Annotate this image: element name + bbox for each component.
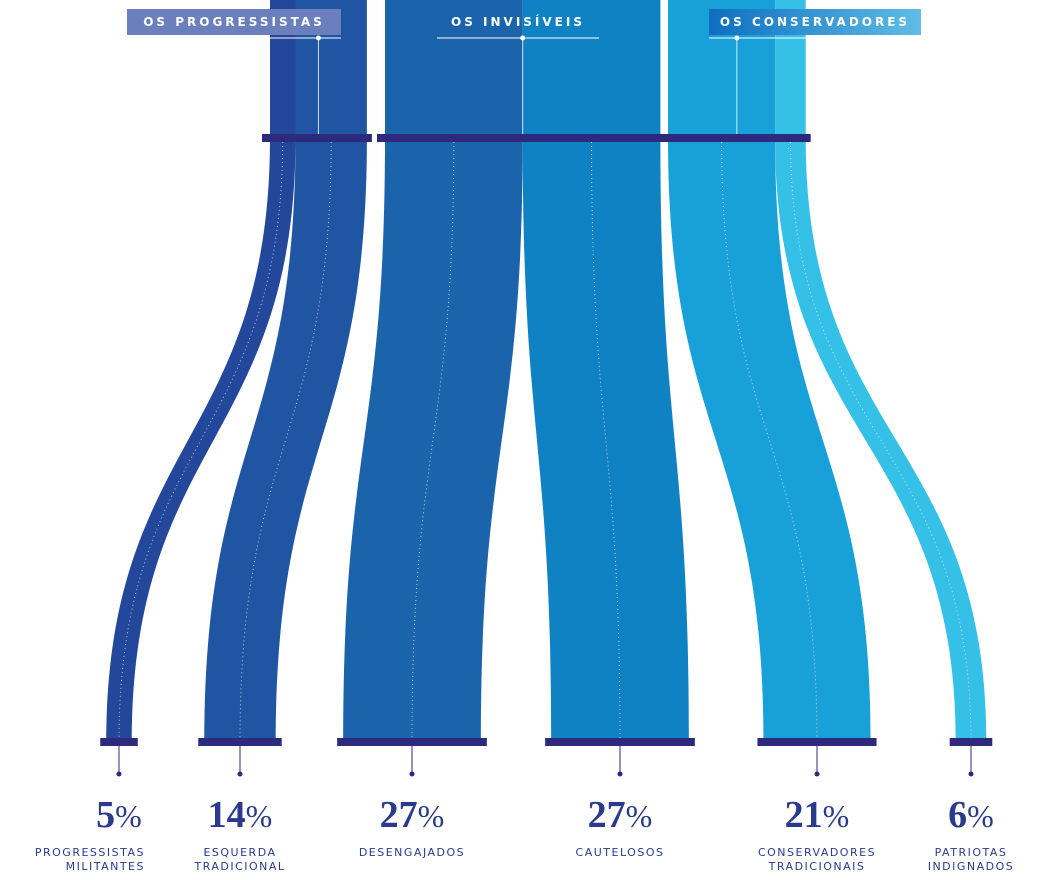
percent-label: 21% bbox=[757, 795, 877, 836]
bottom-bar bbox=[949, 738, 993, 746]
category-label: CAUTELOSOS bbox=[575, 846, 665, 859]
bottom-bar bbox=[545, 738, 695, 746]
group-bar bbox=[262, 134, 372, 142]
flow bbox=[343, 0, 523, 742]
percent-value: 21 bbox=[784, 794, 823, 836]
category-label: ESQUERDA TRADICIONAL bbox=[194, 846, 286, 873]
tick-dot bbox=[237, 771, 243, 777]
percent-label: 6% bbox=[911, 795, 1031, 836]
flow bbox=[775, 0, 987, 742]
percent-unit: % bbox=[417, 798, 445, 834]
percent-value: 27 bbox=[587, 794, 626, 836]
flow bbox=[106, 0, 296, 742]
group-bar bbox=[660, 134, 811, 142]
group-label: OS CONSERVADORES bbox=[709, 9, 921, 35]
flow-dots bbox=[789, 137, 972, 743]
bottom-bar bbox=[198, 738, 282, 746]
percent-unit: % bbox=[625, 798, 653, 834]
percent-value: 5 bbox=[96, 794, 116, 836]
bottom-bar bbox=[100, 738, 138, 746]
percent-unit: % bbox=[822, 798, 850, 834]
percent-label: 14% bbox=[180, 795, 300, 836]
bottom-bar bbox=[757, 738, 877, 746]
group-bar bbox=[377, 134, 666, 142]
percent-unit: % bbox=[967, 798, 994, 834]
flow bbox=[204, 0, 367, 742]
flows bbox=[106, 0, 987, 742]
percent-value: 14 bbox=[207, 794, 246, 836]
percent-value: 27 bbox=[379, 794, 418, 836]
group-label: OS INVISÍVEIS bbox=[451, 15, 585, 29]
overlay bbox=[100, 35, 993, 777]
percent-label: 5% bbox=[59, 795, 179, 836]
tick-dot bbox=[814, 771, 820, 777]
tick-dot bbox=[116, 771, 122, 777]
tick-dot bbox=[617, 771, 623, 777]
category-label: PATRIOTAS INDIGNADOS bbox=[927, 846, 1015, 873]
percent-unit: % bbox=[115, 798, 142, 834]
percent-label: 27% bbox=[352, 795, 472, 836]
percent-label: 27% bbox=[560, 795, 680, 836]
percent-unit: % bbox=[245, 798, 273, 834]
category-label: CONSERVADORES TRADICIONAIS bbox=[757, 846, 877, 873]
percent-value: 6 bbox=[948, 794, 968, 836]
flow bbox=[668, 0, 871, 742]
bottom-bar bbox=[337, 738, 487, 746]
tick-dot bbox=[409, 771, 415, 777]
tick-dot bbox=[968, 771, 974, 777]
group-label: OS PROGRESSISTAS bbox=[127, 9, 341, 35]
category-label: DESENGAJADOS bbox=[358, 846, 466, 859]
category-label: PROGRESSISTAS MILITANTES bbox=[34, 846, 145, 873]
flow bbox=[522, 0, 689, 742]
